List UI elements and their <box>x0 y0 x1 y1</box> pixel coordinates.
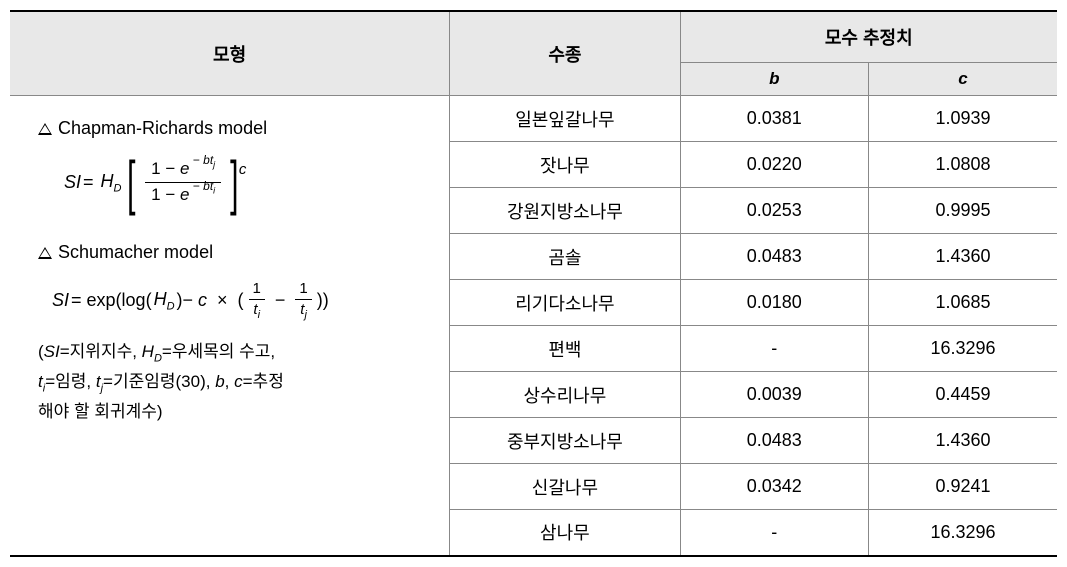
table-row: Chapman-Richards model SI = HD [ 1 − e −… <box>10 96 1057 142</box>
chapman-richards-formula: SI = HD [ 1 − e − btj 1 − e − bti ] c <box>64 156 425 210</box>
c-cell: 0.9995 <box>869 188 1057 234</box>
b-cell: 0.0483 <box>680 234 868 280</box>
b-cell: 0.0483 <box>680 418 868 464</box>
b-cell: 0.0220 <box>680 142 868 188</box>
schumacher-title: Schumacher model <box>38 238 425 268</box>
b-cell: 0.0039 <box>680 372 868 418</box>
header-species: 수종 <box>450 11 680 96</box>
header-b: b <box>680 63 868 96</box>
c-cell: 1.4360 <box>869 418 1057 464</box>
c-cell: 1.0939 <box>869 96 1057 142</box>
b-cell: - <box>680 326 868 372</box>
species-cell: 일본잎갈나무 <box>450 96 680 142</box>
parameter-table: 모형 수종 모수 추정치 b c Chapman-Richards model … <box>10 10 1057 557</box>
c-cell: 16.3296 <box>869 326 1057 372</box>
header-model: 모형 <box>10 11 450 96</box>
b-cell: 0.0342 <box>680 464 868 510</box>
header-c: c <box>869 63 1057 96</box>
model-formula-cell: Chapman-Richards model SI = HD [ 1 − e −… <box>10 96 450 556</box>
b-cell: - <box>680 510 868 556</box>
header-row-1: 모형 수종 모수 추정치 <box>10 11 1057 63</box>
triangle-icon <box>38 123 52 135</box>
species-cell: 리기다소나무 <box>450 280 680 326</box>
b-cell: 0.0253 <box>680 188 868 234</box>
species-cell: 곰솔 <box>450 234 680 280</box>
species-cell: 신갈나무 <box>450 464 680 510</box>
species-cell: 잣나무 <box>450 142 680 188</box>
c-cell: 0.9241 <box>869 464 1057 510</box>
table-body: Chapman-Richards model SI = HD [ 1 − e −… <box>10 96 1057 556</box>
c-cell: 0.4459 <box>869 372 1057 418</box>
species-cell: 강원지방소나무 <box>450 188 680 234</box>
c-cell: 1.0685 <box>869 280 1057 326</box>
chapman-richards-title: Chapman-Richards model <box>38 114 425 144</box>
fraction: 1 − e − btj 1 − e − bti <box>145 157 221 208</box>
species-cell: 삼나무 <box>450 510 680 556</box>
b-cell: 0.0381 <box>680 96 868 142</box>
triangle-icon <box>38 247 52 259</box>
parameter-table-container: 모형 수종 모수 추정치 b c Chapman-Richards model … <box>10 10 1057 557</box>
species-cell: 편백 <box>450 326 680 372</box>
c-cell: 1.0808 <box>869 142 1057 188</box>
b-cell: 0.0180 <box>680 280 868 326</box>
c-cell: 1.4360 <box>869 234 1057 280</box>
parameter-notes: (SI=지위지수, HD=우세목의 수고, ti=임령, tj=기준임령(30)… <box>38 338 425 427</box>
species-cell: 상수리나무 <box>450 372 680 418</box>
c-cell: 16.3296 <box>869 510 1057 556</box>
header-param-group: 모수 추정치 <box>680 11 1057 63</box>
schumacher-formula: SI = exp(log( HD )− c × ( 1 ti − 1 <box>52 279 425 322</box>
species-cell: 중부지방소나무 <box>450 418 680 464</box>
